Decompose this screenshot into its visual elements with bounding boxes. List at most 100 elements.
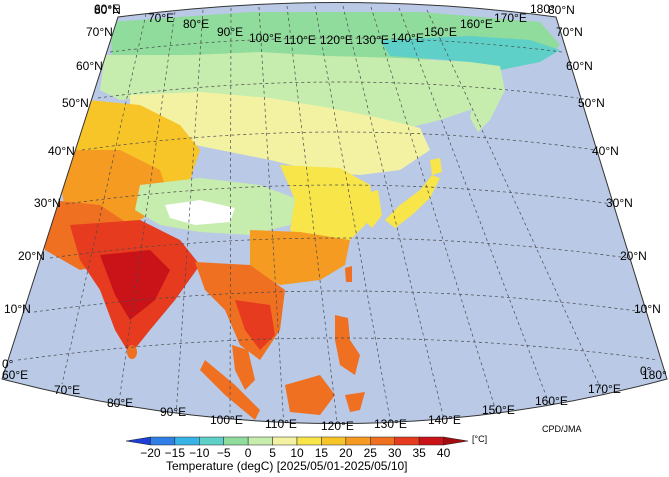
lon-labels-top: 60°E 70°E 80°E 90°E 100°E 110°E 120°E 13… — [94, 2, 555, 47]
lat-label-right-3: 50°N — [578, 96, 605, 110]
lat-label-right-2: 60°N — [566, 59, 593, 73]
lat-label-left-6: 20°N — [18, 249, 45, 263]
lat-label-right-5: 30°N — [606, 196, 633, 210]
lon-label-top-11: 170°E — [494, 11, 527, 25]
colorbar-swatch — [199, 436, 224, 446]
figure-title: Temperature (degC) [2025/05/01-2025/05/1… — [166, 459, 408, 473]
lon-label-top-9: 150°E — [424, 25, 457, 39]
lon-label-top-12: 180° — [530, 2, 555, 16]
colorbar — [125, 436, 469, 446]
lat-label-right-8: 0° — [640, 364, 652, 378]
colorbar-swatch — [418, 436, 444, 446]
lon-label-bottom-8: 140°E — [428, 413, 461, 427]
lon-label-bottom-7: 130°E — [374, 417, 407, 431]
lat-labels-left: 80°N 70°N 60°N 50°N 40°N 30°N 20°N 10°N … — [2, 3, 121, 371]
lat-label-right-4: 40°N — [592, 144, 619, 158]
lon-label-top-7: 130°E — [356, 33, 389, 47]
lon-label-top-5: 110°E — [284, 33, 316, 47]
lon-label-bottom-11: 170°E — [588, 382, 621, 396]
lat-label-left-5: 30°N — [34, 196, 61, 210]
colorbar-swatch — [247, 436, 273, 446]
land-hokkaido — [430, 158, 442, 175]
lat-label-left-7: 10°N — [4, 302, 31, 316]
lon-label-bottom-6: 120°E — [321, 419, 354, 433]
lon-label-top-8: 140°E — [391, 31, 424, 45]
land-sulawesi — [345, 392, 365, 412]
land-sri-lanka — [127, 345, 137, 359]
lat-label-left-0: 80°N — [94, 3, 121, 17]
colorbar-ticks: −20 −15 −10 −5 0 5 10 15 20 25 30 35 40 — [140, 446, 450, 460]
lat-labels-right: 80°N 70°N 60°N 50°N 40°N 30°N 20°N 10°N … — [548, 3, 661, 378]
colorbar-unit-label: [°C] — [472, 434, 487, 444]
colorbar-swatch — [174, 436, 200, 446]
land-east-china — [280, 165, 375, 245]
land-arctic-coast — [380, 36, 560, 70]
colorbar-swatch — [296, 436, 322, 446]
lon-label-top-10: 160°E — [460, 17, 493, 31]
lon-label-top-3: 90°E — [217, 25, 243, 39]
lon-label-top-1: 70°E — [148, 11, 174, 25]
colorbar-swatch — [443, 436, 469, 446]
colorbar-swatch — [272, 436, 298, 446]
lon-label-bottom-1: 70°E — [54, 383, 80, 397]
land-india-core — [100, 250, 170, 320]
land-kamchatka — [470, 62, 505, 132]
colorbar-tick-label: 0 — [245, 446, 252, 460]
colorbar-swatch — [223, 436, 249, 446]
land-thailand-core — [235, 300, 275, 350]
land-malay — [232, 345, 255, 390]
colorbar-swatch — [321, 436, 347, 446]
colorbar-tick-label: 30 — [388, 446, 402, 460]
land-layer — [40, 12, 560, 420]
lat-label-right-6: 20°N — [620, 249, 647, 263]
colorbar-tick-label: −15 — [165, 446, 186, 460]
lat-label-left-8: 0° — [2, 357, 14, 371]
colorbar-tick-label: 10 — [290, 446, 304, 460]
colorbar-tick-label: 15 — [315, 446, 329, 460]
colorbar-tick-label: 20 — [339, 446, 353, 460]
lon-label-bottom-3: 90°E — [160, 405, 186, 419]
lon-label-top-4: 100°E — [249, 31, 282, 45]
lon-label-bottom-9: 150°E — [482, 403, 515, 417]
colorbar-swatch — [394, 436, 420, 446]
colorbar-swatch — [125, 436, 151, 446]
land-japan — [385, 175, 440, 228]
lat-label-left-2: 60°N — [76, 59, 103, 73]
land-taiwan — [345, 266, 352, 282]
land-central-asia-cool — [100, 52, 500, 130]
land-korea — [360, 190, 382, 228]
map-frame — [1, 2, 668, 424]
land-philippines — [335, 315, 360, 375]
colorbar-tick-label: 25 — [364, 446, 378, 460]
lon-label-bottom-5: 110°E — [265, 417, 297, 431]
colorbar-tick-label: −10 — [189, 446, 210, 460]
lon-label-bottom-4: 100°E — [210, 413, 243, 427]
source-label: CPD/JMA — [542, 424, 582, 434]
lat-label-right-0: 80°N — [548, 3, 575, 17]
colorbar-tick-label: −20 — [140, 446, 161, 460]
colorbar-tick-label: 40 — [437, 446, 451, 460]
land-borneo — [285, 375, 335, 415]
lat-label-right-7: 10°N — [634, 302, 661, 316]
colorbar-swatch — [150, 436, 176, 446]
lat-label-left-1: 70°N — [86, 25, 113, 39]
colorbar-tick-label: 35 — [412, 446, 426, 460]
land-sumatra — [200, 360, 260, 420]
lon-label-bottom-10: 160°E — [535, 394, 568, 408]
lon-label-bottom-12: 180° — [642, 368, 667, 382]
lon-label-bottom-2: 80°E — [107, 396, 133, 410]
lat-label-left-4: 40°N — [48, 144, 75, 158]
land-mongolia — [130, 92, 430, 175]
lat-label-right-1: 70°N — [556, 25, 583, 39]
lat-label-left-3: 50°N — [62, 96, 89, 110]
colorbar-tick-label: 5 — [269, 446, 276, 460]
lon-labels-bottom: 60°E 70°E 80°E 90°E 100°E 110°E 120°E 13… — [2, 368, 667, 433]
colorbar-swatch — [345, 436, 371, 446]
colorbar-swatch — [370, 436, 395, 446]
lon-label-top-6: 120°E — [320, 33, 353, 47]
lon-label-bottom-0: 60°E — [2, 368, 28, 382]
colorbar-tick-label: −5 — [217, 446, 231, 460]
lon-label-top-2: 80°E — [183, 17, 209, 31]
